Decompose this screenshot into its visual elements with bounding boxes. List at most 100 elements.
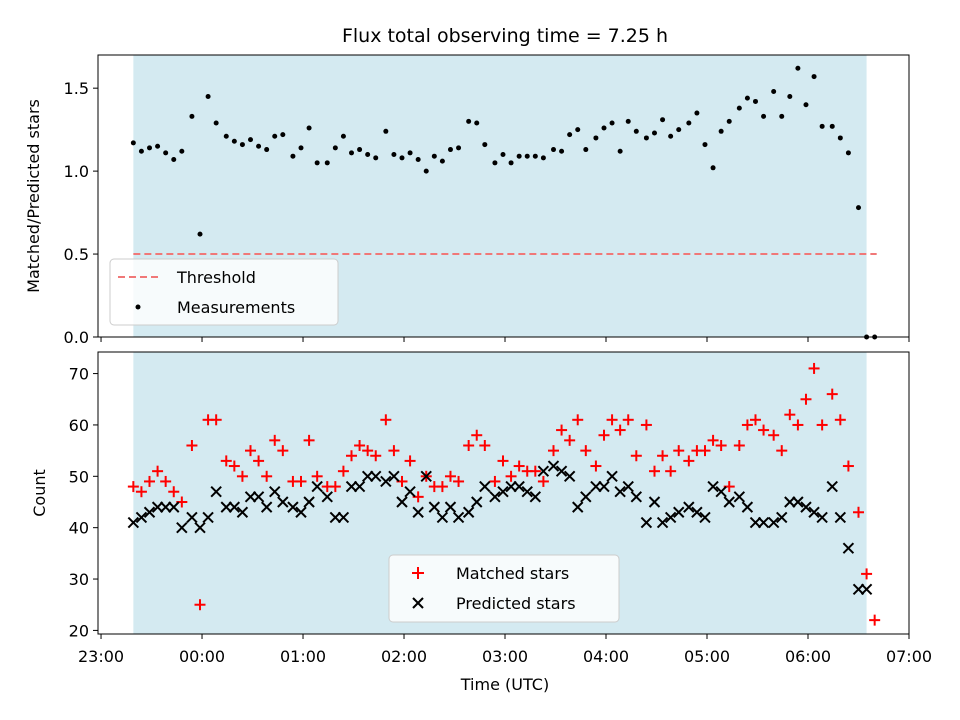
measurement-point (660, 117, 666, 123)
matched-star-point (572, 414, 584, 426)
measurement-point (383, 128, 389, 134)
predicted-star-point (741, 501, 754, 513)
measurement-point (324, 160, 330, 166)
measurement-point (702, 142, 708, 148)
matched-star-point (471, 429, 483, 441)
measurement-point (829, 123, 835, 129)
matched-star-point (388, 445, 400, 457)
matched-star-point (354, 439, 366, 451)
predicted-star-point (186, 511, 198, 524)
matched-star-point (513, 460, 525, 472)
predicted-star-point (321, 491, 333, 503)
measurement-point (856, 205, 862, 211)
matched-star-point (784, 409, 796, 421)
matched-star-point (758, 424, 770, 436)
measurement-point (771, 88, 777, 94)
predicted-star-point (353, 480, 366, 493)
predicted-star-point (436, 511, 449, 524)
predicted-star-point (489, 491, 501, 503)
measurement-point (492, 160, 498, 166)
matched-star-point (295, 475, 307, 487)
measurement-point (447, 147, 453, 153)
predicted-star-point (673, 506, 685, 518)
measurement-point (524, 153, 530, 159)
predicted-star-point (733, 491, 746, 503)
matched-star-point (853, 506, 865, 518)
predicted-star-point (260, 501, 273, 513)
predicted-star-point (295, 506, 307, 518)
measurement-point (256, 143, 262, 149)
matched-star-point (436, 481, 448, 493)
top-y-tick-label: 0.5 (64, 245, 89, 264)
matched-star-point (834, 414, 846, 426)
measurement-point (508, 160, 514, 166)
measurement-point (332, 145, 338, 151)
predicted-star-point (176, 521, 188, 534)
matched-star-point (776, 445, 788, 457)
measurement-point (439, 158, 445, 164)
top-axes-frame (97, 54, 910, 338)
predicted-star-point (337, 511, 350, 524)
matched-star-point (622, 414, 634, 426)
matched-star-point (444, 470, 456, 482)
matched-star-point (640, 419, 652, 431)
bottom-y-tick-label: 30 (69, 570, 89, 589)
measurement-point (407, 150, 413, 156)
x-tick-label: 00:00 (179, 647, 225, 666)
matched-star-point (590, 460, 602, 472)
matched-star-point (152, 465, 164, 477)
predicted-star-point (767, 516, 780, 529)
matched-star-point (505, 470, 517, 482)
predicted-star-point (816, 511, 828, 524)
bottom-y-tick-label: 70 (69, 365, 89, 384)
predicted-star-point (277, 496, 289, 508)
measurement-point (819, 123, 825, 129)
predicted-star-point (842, 542, 855, 554)
measurement-point (633, 128, 639, 134)
measurement-point (431, 153, 437, 159)
measurement-point (516, 153, 522, 159)
bottom-legend-box (388, 554, 620, 623)
bottom-x-ticks: 23:00 00:00 01:00 02:00 03:00 04:00 05:00 06:00… (78, 634, 932, 666)
top-y-tick-label: 1.0 (64, 162, 89, 181)
matched-star-point (861, 568, 873, 580)
matched-star-point (160, 475, 172, 487)
matched-stars-points (127, 362, 881, 626)
measurement-point (189, 113, 195, 119)
measurement-point (155, 143, 161, 149)
matched-star-point (665, 465, 677, 477)
x-tick-label: 05:00 (684, 647, 730, 666)
measurement-points (130, 65, 878, 340)
matched-star-point (362, 445, 374, 457)
matched-star-point (800, 393, 812, 405)
measurement-point (845, 150, 851, 156)
measurement-point (415, 157, 421, 163)
bottom-y-tick-label: 20 (69, 621, 89, 640)
matched-star-point (598, 429, 610, 441)
top-y-ticks: 0.0 0.5 1.0 1.5 (64, 79, 98, 347)
matched-star-point (144, 475, 156, 487)
matched-star-point (346, 450, 358, 462)
matched-star-point (311, 470, 323, 482)
matched-star-point (127, 481, 139, 493)
predicted-star-point (202, 511, 214, 524)
matched-star-point (768, 429, 780, 441)
predicted-star-point (388, 470, 400, 483)
predicted-stars-points (127, 460, 873, 596)
measurement-point (559, 148, 565, 154)
measurement-point (290, 153, 296, 159)
matched-star-point (683, 455, 695, 467)
predicted-star-point (471, 496, 483, 508)
predicted-star-point (757, 516, 770, 529)
measurement-point (532, 153, 538, 159)
measurement-point (365, 152, 371, 158)
matched-star-point (135, 486, 147, 498)
predicted-star-point (236, 506, 249, 518)
predicted-star-point (444, 501, 457, 513)
measurement-point (567, 132, 573, 138)
predicted-star-point (404, 486, 416, 498)
legend-predicted-swatch (412, 597, 424, 609)
bottom-y-tick-label: 40 (69, 519, 89, 538)
measurement-point (298, 145, 304, 151)
